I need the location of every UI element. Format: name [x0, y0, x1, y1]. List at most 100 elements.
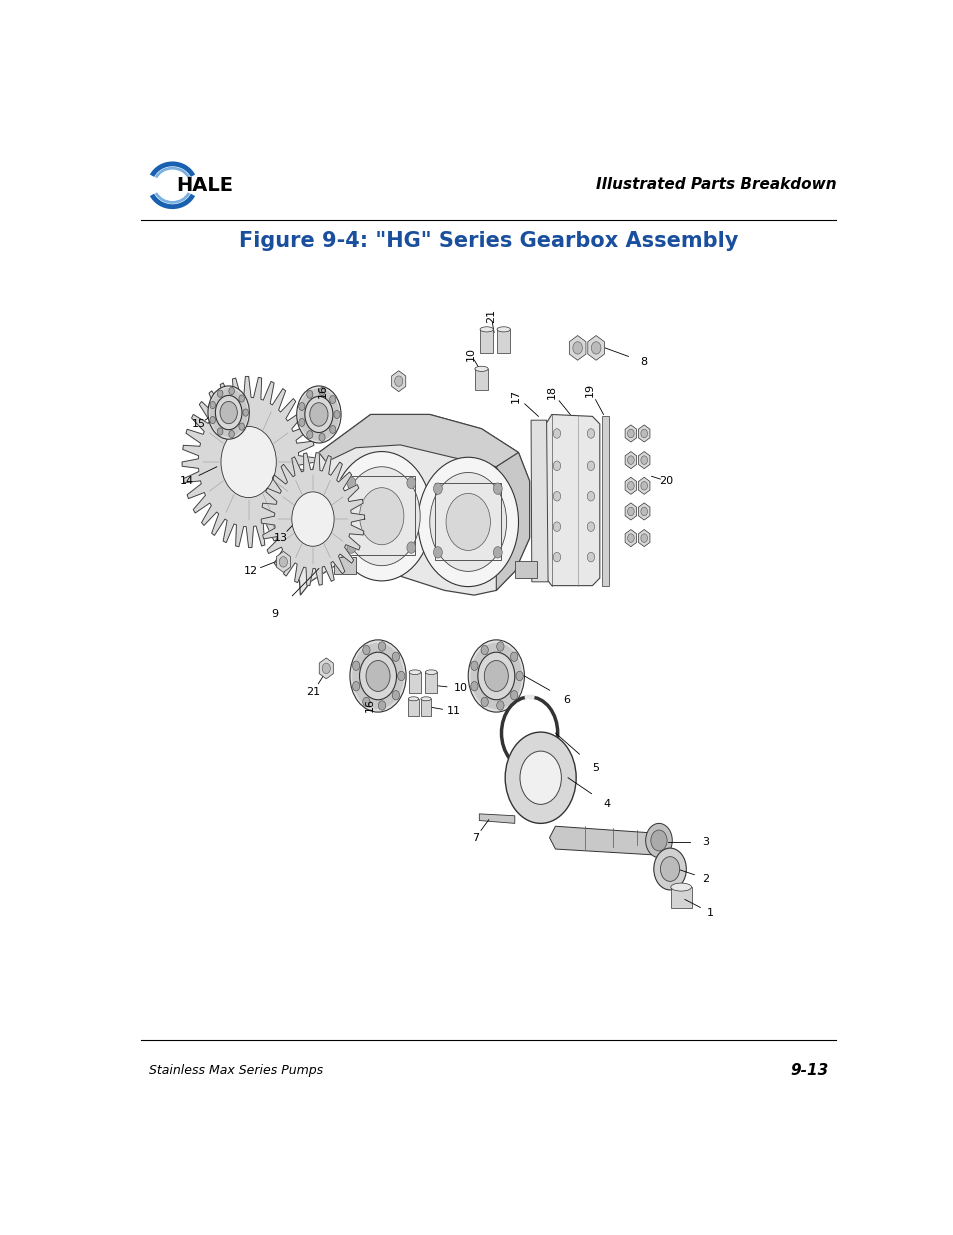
Polygon shape	[409, 672, 420, 693]
Circle shape	[350, 640, 406, 713]
Text: 12: 12	[244, 567, 257, 577]
Polygon shape	[296, 415, 529, 595]
Circle shape	[210, 401, 215, 409]
Polygon shape	[587, 336, 604, 361]
Circle shape	[493, 483, 501, 494]
Polygon shape	[318, 415, 518, 467]
Text: Illustrated Parts Breakdown: Illustrated Parts Breakdown	[596, 177, 836, 191]
Circle shape	[510, 652, 517, 662]
Circle shape	[217, 390, 223, 398]
Circle shape	[296, 385, 341, 443]
Polygon shape	[496, 452, 529, 590]
Circle shape	[470, 682, 477, 690]
Circle shape	[352, 661, 359, 671]
Circle shape	[640, 482, 647, 490]
Circle shape	[220, 401, 237, 424]
Text: 5: 5	[591, 763, 598, 773]
Circle shape	[298, 403, 305, 410]
Circle shape	[505, 732, 576, 824]
Circle shape	[650, 830, 666, 851]
Circle shape	[587, 429, 594, 438]
Circle shape	[627, 456, 634, 464]
Polygon shape	[638, 503, 649, 520]
Circle shape	[366, 661, 390, 692]
Circle shape	[470, 642, 521, 709]
Circle shape	[279, 557, 287, 567]
Polygon shape	[638, 452, 649, 468]
Text: 3: 3	[701, 837, 708, 847]
Circle shape	[645, 824, 672, 857]
Circle shape	[406, 542, 416, 553]
Text: 6: 6	[562, 695, 570, 705]
Circle shape	[640, 430, 647, 437]
Circle shape	[307, 431, 313, 438]
Polygon shape	[638, 530, 649, 547]
Text: 4: 4	[603, 799, 610, 809]
Circle shape	[229, 431, 234, 437]
Polygon shape	[569, 336, 585, 361]
Text: 18: 18	[546, 384, 557, 399]
Polygon shape	[182, 377, 314, 547]
Circle shape	[480, 698, 488, 706]
Circle shape	[627, 534, 634, 542]
Circle shape	[477, 652, 515, 700]
Circle shape	[406, 477, 416, 489]
Circle shape	[359, 652, 396, 700]
Text: 8: 8	[640, 357, 647, 367]
Text: 11: 11	[446, 706, 460, 716]
Circle shape	[215, 395, 242, 430]
Circle shape	[627, 482, 634, 490]
Text: 15: 15	[192, 419, 206, 429]
Circle shape	[553, 552, 560, 562]
Circle shape	[627, 430, 634, 437]
Circle shape	[519, 751, 560, 804]
Circle shape	[322, 663, 330, 673]
Polygon shape	[261, 452, 364, 585]
Polygon shape	[515, 561, 537, 578]
Circle shape	[330, 426, 335, 433]
Polygon shape	[624, 425, 636, 442]
Circle shape	[653, 848, 685, 890]
Circle shape	[229, 388, 234, 395]
Circle shape	[433, 483, 442, 494]
Polygon shape	[319, 658, 333, 679]
Circle shape	[238, 424, 244, 430]
Circle shape	[627, 508, 634, 516]
Circle shape	[468, 640, 524, 713]
Circle shape	[362, 646, 370, 655]
Circle shape	[510, 690, 517, 700]
Text: HALE: HALE	[175, 175, 233, 195]
Text: 16: 16	[364, 698, 375, 711]
Text: Stainless Max Series Pumps: Stainless Max Series Pumps	[149, 1065, 323, 1077]
Ellipse shape	[497, 327, 510, 332]
Text: Figure 9-4: "HG" Series Gearbox Assembly: Figure 9-4: "HG" Series Gearbox Assembly	[239, 231, 738, 252]
Polygon shape	[334, 557, 355, 574]
Circle shape	[493, 547, 501, 558]
Circle shape	[516, 672, 522, 680]
Circle shape	[318, 433, 325, 441]
Text: 10: 10	[465, 347, 475, 361]
Circle shape	[352, 682, 359, 690]
Circle shape	[587, 461, 594, 471]
Text: 21: 21	[486, 309, 496, 322]
Ellipse shape	[425, 669, 436, 674]
Polygon shape	[392, 370, 405, 391]
Text: 21: 21	[306, 687, 319, 697]
Circle shape	[640, 456, 647, 464]
Circle shape	[238, 395, 244, 403]
Circle shape	[395, 375, 402, 387]
Polygon shape	[624, 530, 636, 547]
Circle shape	[392, 652, 399, 662]
Circle shape	[417, 457, 518, 587]
Circle shape	[217, 427, 223, 435]
Circle shape	[378, 642, 385, 651]
Ellipse shape	[409, 669, 420, 674]
Text: 1: 1	[706, 908, 714, 918]
Circle shape	[591, 342, 600, 354]
Text: 10: 10	[454, 683, 467, 693]
Circle shape	[587, 552, 594, 562]
Circle shape	[659, 857, 679, 882]
Text: 9-13: 9-13	[790, 1063, 828, 1078]
Circle shape	[305, 396, 333, 432]
Circle shape	[210, 388, 248, 437]
